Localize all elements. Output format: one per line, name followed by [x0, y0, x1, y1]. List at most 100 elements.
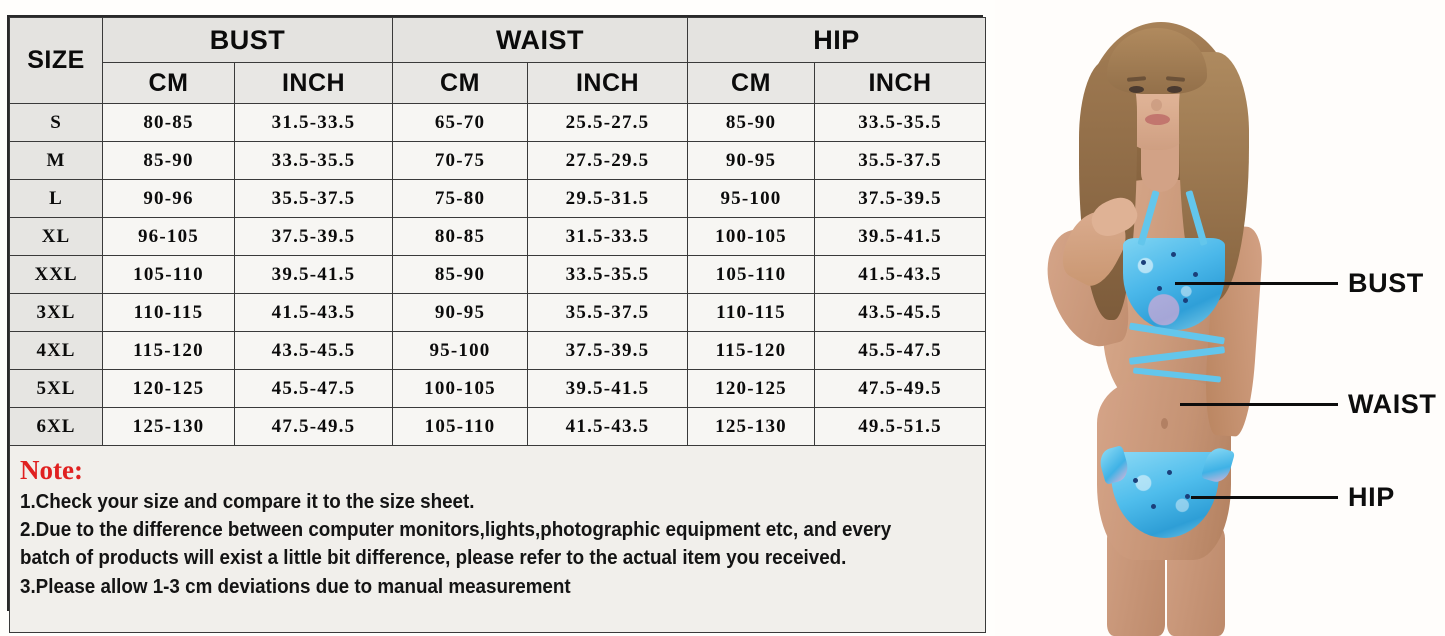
table-row: 5XL 120-125 45.5-47.5 100-105 39.5-41.5 …	[9, 369, 987, 408]
table-row: XL 96-105 37.5-39.5 80-85 31.5-33.5 100-…	[9, 217, 987, 256]
bikini-print-dot	[1151, 504, 1156, 509]
leader-line-icon	[1180, 403, 1338, 406]
bikini-print-dot	[1193, 272, 1198, 277]
table-row: S 80-85 31.5-33.5 65-70 25.5-27.5 85-90 …	[9, 103, 987, 142]
note-line-3: 3.Please allow 1-3 cm deviations due to …	[20, 575, 571, 598]
table-row: 6XL 125-130 47.5-49.5 105-110 41.5-43.5 …	[9, 407, 987, 446]
cell-size: L	[9, 179, 103, 218]
cell-waist-cm: 85-90	[392, 255, 528, 294]
cell-size: 4XL	[9, 331, 103, 370]
header-group-hip: HIP	[686, 17, 987, 63]
table-head: SIZE BUST WAIST HIP CM INCH CM INCH CM I…	[9, 17, 987, 104]
note-line-1: 1.Check your size and compare it to the …	[20, 490, 475, 513]
header-waist-inch: INCH	[527, 62, 688, 104]
header-hip-cm: CM	[687, 62, 815, 104]
bikini-print-dot	[1167, 470, 1172, 475]
cell-hip-inch: 45.5-47.5	[813, 331, 987, 370]
header-group-waist: WAIST	[392, 17, 688, 63]
cell-hip-cm: 110-115	[687, 293, 815, 332]
cell-bust-cm: 115-120	[102, 331, 235, 370]
bikini-print-dot	[1133, 478, 1138, 483]
cell-waist-inch: 31.5-33.5	[527, 217, 688, 256]
cell-waist-inch: 37.5-39.5	[527, 331, 688, 370]
cell-size: S	[9, 103, 103, 142]
lips	[1145, 114, 1170, 125]
cell-bust-inch: 47.5-49.5	[234, 407, 393, 446]
cell-bust-cm: 110-115	[102, 293, 235, 332]
bikini-print-dot	[1185, 494, 1190, 499]
cell-hip-cm: 125-130	[687, 407, 815, 446]
cell-waist-inch: 27.5-29.5	[527, 141, 688, 180]
table-row: 4XL 115-120 43.5-45.5 95-100 37.5-39.5 1…	[9, 331, 987, 370]
header-bust-inch: INCH	[234, 62, 393, 104]
cell-bust-inch: 43.5-45.5	[234, 331, 393, 370]
cell-waist-cm: 95-100	[392, 331, 528, 370]
callout-waist-label: WAIST	[1348, 389, 1437, 419]
navel	[1161, 418, 1168, 429]
cell-waist-inch: 39.5-41.5	[527, 369, 688, 408]
cell-bust-inch: 33.5-35.5	[234, 141, 393, 180]
cell-waist-inch: 29.5-31.5	[527, 179, 688, 218]
cell-waist-cm: 70-75	[392, 141, 528, 180]
cell-bust-cm: 96-105	[102, 217, 235, 256]
note-row: Note: 1.Check your size and compare it t…	[8, 445, 987, 633]
bikini-print-dot	[1141, 260, 1146, 265]
cell-size: M	[9, 141, 103, 180]
cell-hip-cm: 90-95	[687, 141, 815, 180]
callout-bust: BUST	[1175, 268, 1424, 299]
cell-bust-inch: 37.5-39.5	[234, 217, 393, 256]
cell-waist-cm: 100-105	[392, 369, 528, 408]
cell-hip-inch: 43.5-45.5	[813, 293, 987, 332]
cell-bust-inch: 35.5-37.5	[234, 179, 393, 218]
cell-waist-cm: 65-70	[392, 103, 528, 142]
table-row: XXL 105-110 39.5-41.5 85-90 33.5-35.5 10…	[9, 255, 987, 294]
cell-hip-cm: 95-100	[687, 179, 815, 218]
cell-waist-cm: 80-85	[392, 217, 528, 256]
cell-waist-cm: 75-80	[392, 179, 528, 218]
cell-hip-cm: 85-90	[687, 103, 815, 142]
table-row: M 85-90 33.5-35.5 70-75 27.5-29.5 90-95 …	[9, 141, 987, 180]
eye-left	[1129, 86, 1144, 93]
cell-bust-inch: 31.5-33.5	[234, 103, 393, 142]
model-photo-panel: BUST WAIST HIP	[995, 0, 1445, 636]
note-line-2a: 2.Due to the difference between computer…	[20, 519, 892, 542]
cell-bust-cm: 85-90	[102, 141, 235, 180]
callout-waist: WAIST	[1180, 389, 1437, 420]
cell-size: 5XL	[9, 369, 103, 408]
callout-bust-label: BUST	[1348, 268, 1424, 298]
leader-line-icon	[1175, 282, 1338, 285]
cell-bust-cm: 125-130	[102, 407, 235, 446]
table-row: L 90-96 35.5-37.5 75-80 29.5-31.5 95-100…	[9, 179, 987, 218]
cell-size: 6XL	[9, 407, 103, 446]
header-size: SIZE	[9, 17, 103, 104]
cell-waist-cm: 90-95	[392, 293, 528, 332]
cell-bust-cm: 80-85	[102, 103, 235, 142]
cell-hip-cm: 115-120	[687, 331, 815, 370]
bikini-print-dot	[1157, 286, 1162, 291]
cell-size: XL	[9, 217, 103, 256]
bikini-print-dot	[1183, 298, 1188, 303]
cell-bust-inch: 45.5-47.5	[234, 369, 393, 408]
hair-top	[1107, 28, 1207, 94]
note-section: Note: 1.Check your size and compare it t…	[8, 445, 987, 633]
nose	[1151, 99, 1162, 111]
cell-waist-inch: 33.5-35.5	[527, 255, 688, 294]
cell-size: 3XL	[9, 293, 103, 332]
header-row-units: CM INCH CM INCH CM INCH	[10, 62, 987, 104]
table-body: S 80-85 31.5-33.5 65-70 25.5-27.5 85-90 …	[8, 103, 987, 633]
size-chart-table: SIZE BUST WAIST HIP CM INCH CM INCH CM I…	[8, 17, 987, 633]
model-photo	[995, 0, 1335, 636]
callout-hip-label: HIP	[1348, 482, 1395, 512]
bikini-print-dot	[1171, 252, 1176, 257]
cell-hip-inch: 47.5-49.5	[813, 369, 987, 408]
header-waist-cm: CM	[392, 62, 528, 104]
header-bust-cm: CM	[102, 62, 235, 104]
cell-hip-cm: 105-110	[687, 255, 815, 294]
note-line-2b: batch of products will exist a little bi…	[20, 547, 847, 570]
cell-hip-inch: 37.5-39.5	[813, 179, 987, 218]
cell-hip-cm: 120-125	[687, 369, 815, 408]
cell-hip-inch: 33.5-35.5	[813, 103, 987, 142]
cell-bust-inch: 41.5-43.5	[234, 293, 393, 332]
callout-hip: HIP	[1191, 482, 1395, 513]
cell-hip-inch: 35.5-37.5	[813, 141, 987, 180]
